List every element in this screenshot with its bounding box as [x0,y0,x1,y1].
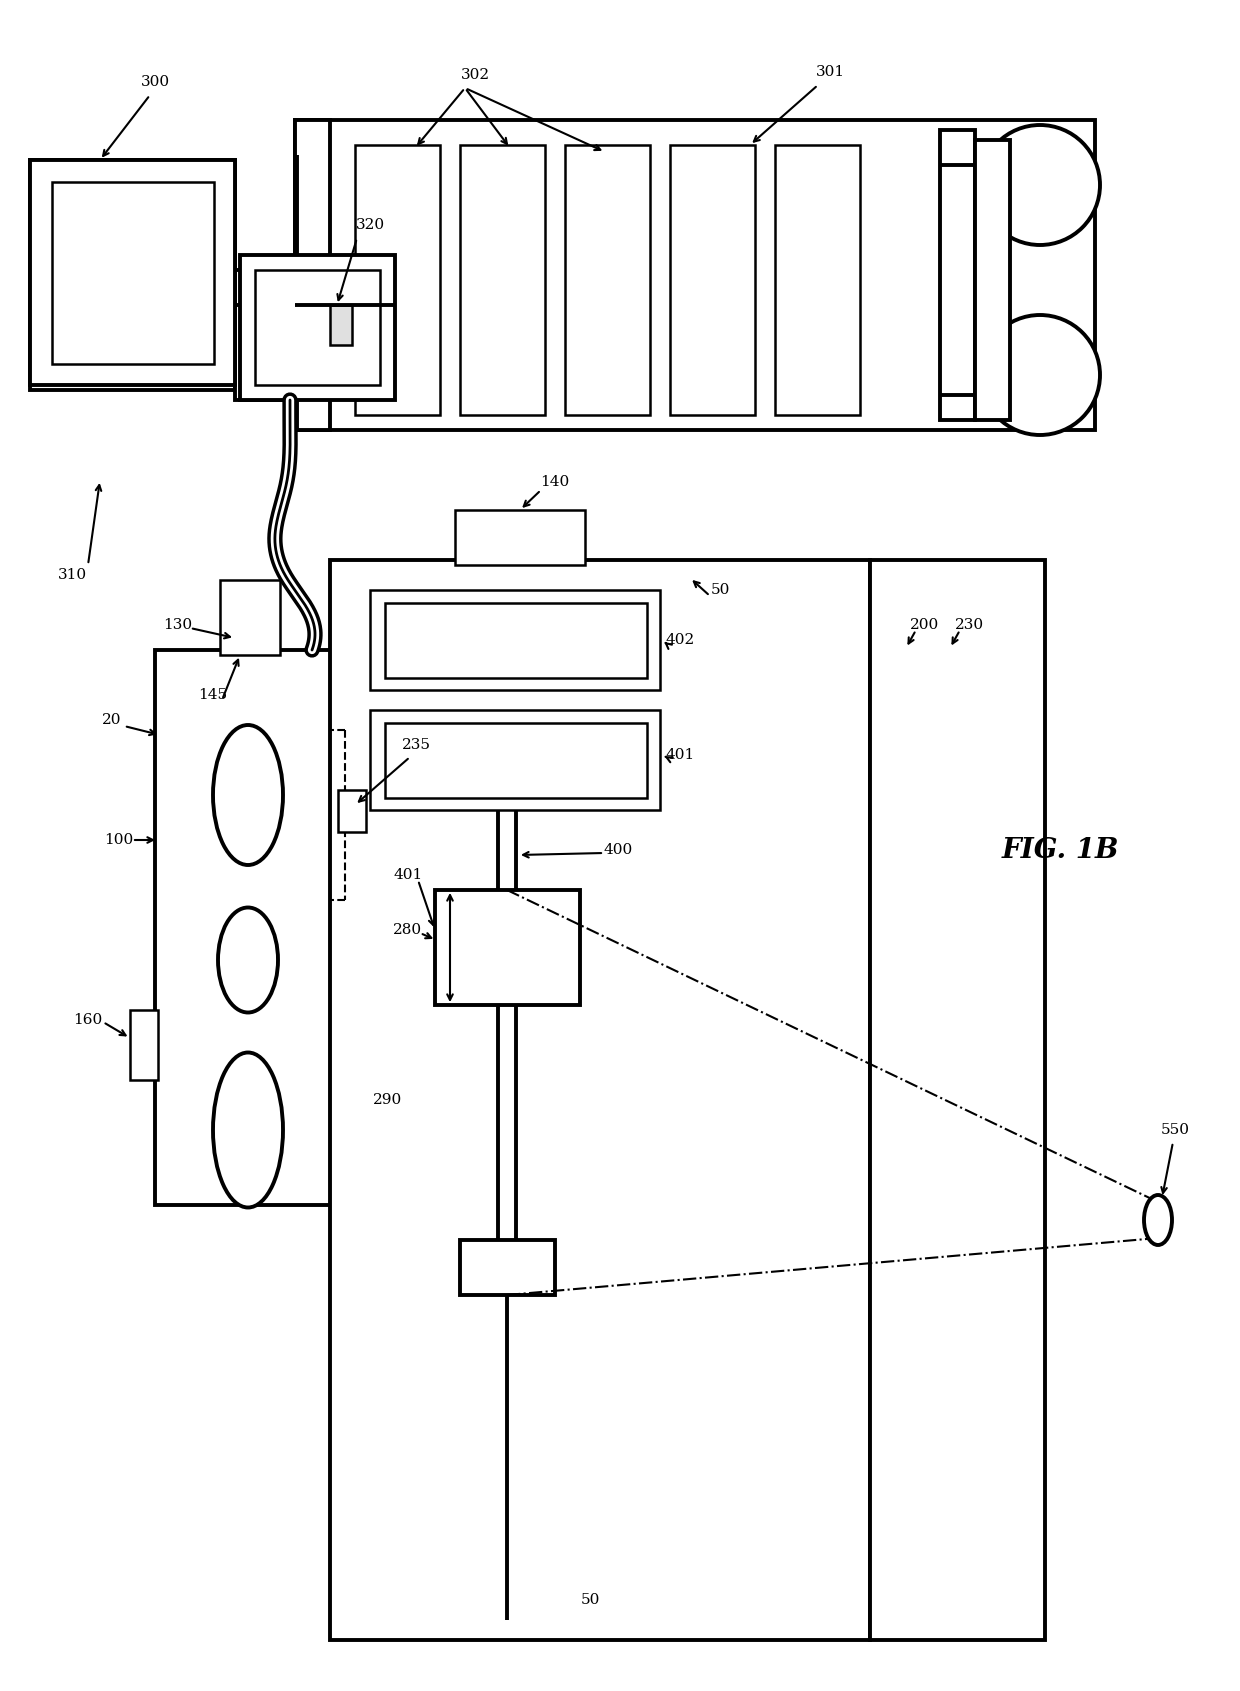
Bar [52,183,215,364]
Bar [295,120,1095,430]
Text: 100: 100 [104,834,134,847]
Bar [455,511,585,565]
Bar [775,145,861,414]
Text: 301: 301 [816,64,844,79]
Bar [330,304,352,345]
Text: 302: 302 [460,68,490,81]
Bar [219,580,280,654]
Bar [30,161,236,386]
Text: 400: 400 [604,844,632,857]
Bar [155,649,340,1206]
Bar [248,282,285,387]
Text: 20: 20 [102,714,122,727]
Bar [384,604,647,678]
Text: 280: 280 [393,923,423,937]
Bar [670,145,755,414]
Text: 160: 160 [73,1013,103,1026]
Text: 310: 310 [57,568,87,582]
Text: 145: 145 [198,688,228,702]
Bar [295,120,330,430]
Text: 320: 320 [356,218,384,232]
Circle shape [980,315,1100,435]
Text: 290: 290 [373,1092,403,1108]
Bar [241,255,396,401]
Circle shape [980,125,1100,245]
Text: 550: 550 [1161,1123,1189,1136]
Text: 235: 235 [402,737,430,752]
Bar [940,130,975,419]
Text: FIG. 1B: FIG. 1B [1001,837,1118,864]
Bar [355,145,440,414]
Text: 130: 130 [164,617,192,632]
Bar [255,271,379,386]
Bar [130,1010,157,1081]
Bar [30,161,236,391]
Text: 140: 140 [541,475,569,489]
Text: 50: 50 [711,583,729,597]
Bar [435,889,580,1004]
Bar [384,724,647,798]
Bar [460,145,546,414]
Text: 230: 230 [956,617,985,632]
Text: 200: 200 [910,617,940,632]
Bar [870,560,1045,1640]
Bar [330,560,870,1640]
Bar [370,710,660,810]
Bar [565,145,650,414]
Text: 401: 401 [666,747,694,763]
Ellipse shape [218,908,278,1013]
Bar [975,140,1011,419]
Ellipse shape [213,725,283,866]
Bar [270,320,288,355]
Bar [52,183,215,367]
Bar [236,271,298,401]
Bar [460,1240,556,1295]
Ellipse shape [1145,1196,1172,1245]
Text: 402: 402 [666,632,694,648]
Text: 401: 401 [393,867,423,883]
Ellipse shape [213,1052,283,1207]
Text: 300: 300 [140,74,170,90]
Bar [370,590,660,690]
Bar [339,790,366,832]
Text: 50: 50 [580,1593,600,1606]
